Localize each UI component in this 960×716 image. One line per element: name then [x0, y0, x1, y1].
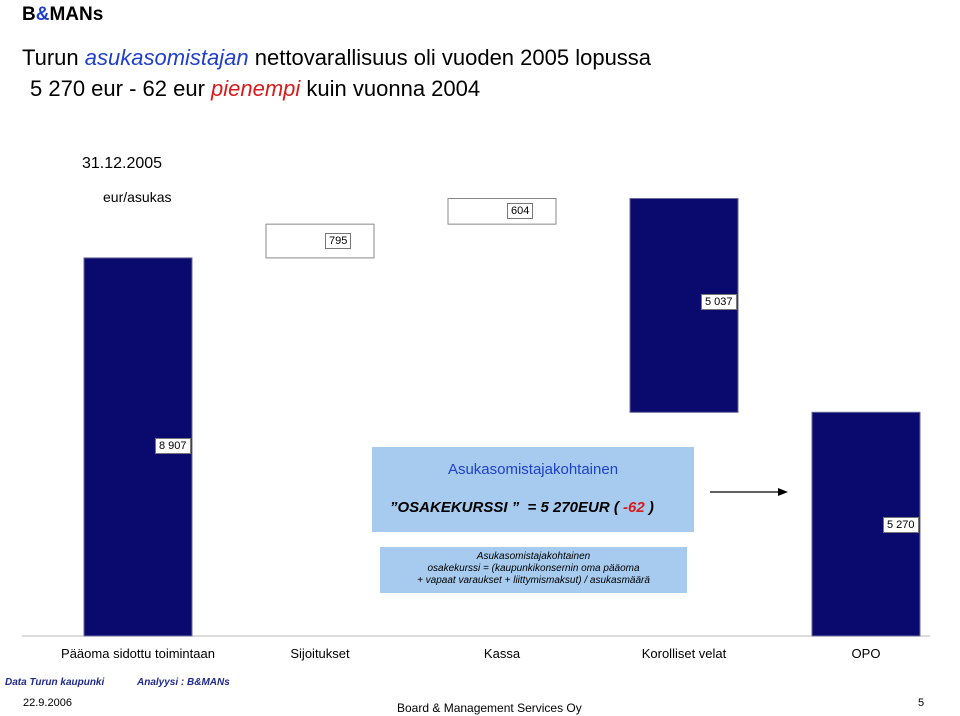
- data-label-3: 604: [507, 203, 534, 220]
- category-label-3: Kassa: [483, 646, 521, 661]
- share-price-box: Asukasomistajakohtainen ”OSAKEKURSSI ” =…: [372, 447, 694, 532]
- bar-3: [447, 198, 557, 225]
- footer-analysis: Analyysi : B&MANs: [137, 677, 230, 688]
- box1-value: ”OSAKEKURSSI ” = 5 270EUR ( -62 ): [390, 499, 654, 516]
- box1-heading: Asukasomistajakohtainen: [447, 461, 619, 478]
- category-label-2: Sijoitukset: [290, 646, 350, 661]
- category-label-4: Korolliset velat: [641, 646, 727, 661]
- bar-2: [265, 223, 375, 259]
- data-label-2: 795: [325, 233, 352, 250]
- formula-box: Asukasomistajakohtainen osakekurssi = (k…: [380, 547, 687, 593]
- data-label-1: 8 907: [155, 437, 191, 454]
- footer-company: Board & Management Services Oy: [397, 701, 582, 715]
- footer-date: 22.9.2006: [23, 697, 72, 709]
- arrow-head-icon: [778, 488, 788, 496]
- footer-data-source: Data Turun kaupunki: [5, 677, 105, 688]
- title-line-1: Turun asukasomistajan nettovarallisuus o…: [22, 45, 652, 70]
- chart-unit: eur/asukas: [103, 189, 172, 205]
- category-label-5: OPO: [851, 646, 881, 661]
- chart-date: 31.12.2005: [82, 155, 163, 172]
- title-line-2: 5 270 eur - 62 eur pienempi kuin vuonna …: [30, 76, 481, 101]
- footer-page-number: 5: [918, 697, 925, 709]
- data-label-5: 5 270: [883, 517, 919, 534]
- brand-logo: B&MANs: [22, 4, 104, 25]
- category-label-1: Pääoma sidottu toimintaan: [61, 646, 215, 661]
- data-label-4: 5 037: [701, 293, 737, 310]
